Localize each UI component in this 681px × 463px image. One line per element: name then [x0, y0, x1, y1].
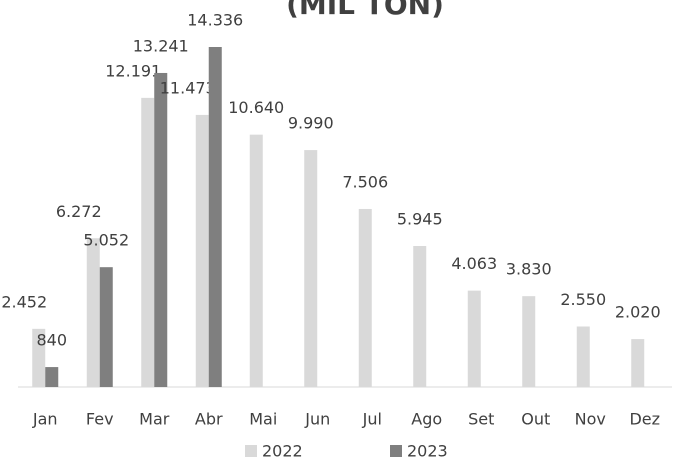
legend-swatch	[245, 445, 257, 457]
legend-label: 2022	[262, 442, 303, 461]
bar	[99, 267, 113, 387]
bar	[249, 134, 263, 387]
data-label: 13.241	[133, 36, 189, 55]
data-label: 11.473	[160, 78, 216, 97]
x-tick-label: Set	[468, 410, 494, 429]
x-tick-label: Jun	[304, 410, 330, 429]
x-tick-label: Nov	[575, 410, 606, 429]
legend-label: 2023	[407, 442, 448, 461]
data-label: 4.063	[451, 254, 497, 273]
bar	[45, 367, 59, 387]
bar	[32, 328, 46, 387]
data-label: 3.830	[506, 260, 552, 279]
legend-swatch	[390, 445, 402, 457]
x-tick-label: Jul	[362, 410, 382, 429]
x-tick-label: Dez	[629, 410, 660, 429]
data-label: 840	[36, 331, 67, 350]
bar	[467, 290, 481, 387]
data-label: 9.990	[288, 114, 334, 133]
data-label: 5.945	[397, 210, 443, 229]
bar	[358, 208, 372, 387]
x-tick-label: Out	[521, 410, 550, 429]
data-label: 2.452	[1, 292, 47, 311]
data-label: 10.640	[228, 98, 284, 117]
bar	[576, 326, 590, 387]
data-label: 5.052	[83, 231, 129, 250]
x-tick-label: Abr	[195, 410, 223, 429]
x-tick-label: Jan	[32, 410, 58, 429]
x-tick-label: Mai	[249, 410, 277, 429]
data-label: 7.506	[342, 172, 388, 191]
bar	[86, 238, 100, 387]
bar	[141, 97, 155, 387]
x-tick-label: Mar	[139, 410, 170, 429]
data-label: 12.191	[105, 61, 161, 80]
x-tick-label: Ago	[411, 410, 442, 429]
data-label: 6.272	[56, 202, 102, 221]
data-label: 14.336	[187, 11, 243, 30]
bar	[522, 296, 536, 387]
chart-title: (MIL TON)	[286, 0, 444, 21]
bar	[304, 150, 318, 387]
data-label: 2.020	[615, 303, 661, 322]
bar	[413, 246, 427, 387]
bar	[631, 339, 645, 387]
bar	[154, 72, 168, 387]
bar	[208, 47, 222, 387]
bar	[195, 114, 209, 387]
x-tick-label: Fev	[86, 410, 114, 429]
data-label: 2.550	[560, 290, 606, 309]
